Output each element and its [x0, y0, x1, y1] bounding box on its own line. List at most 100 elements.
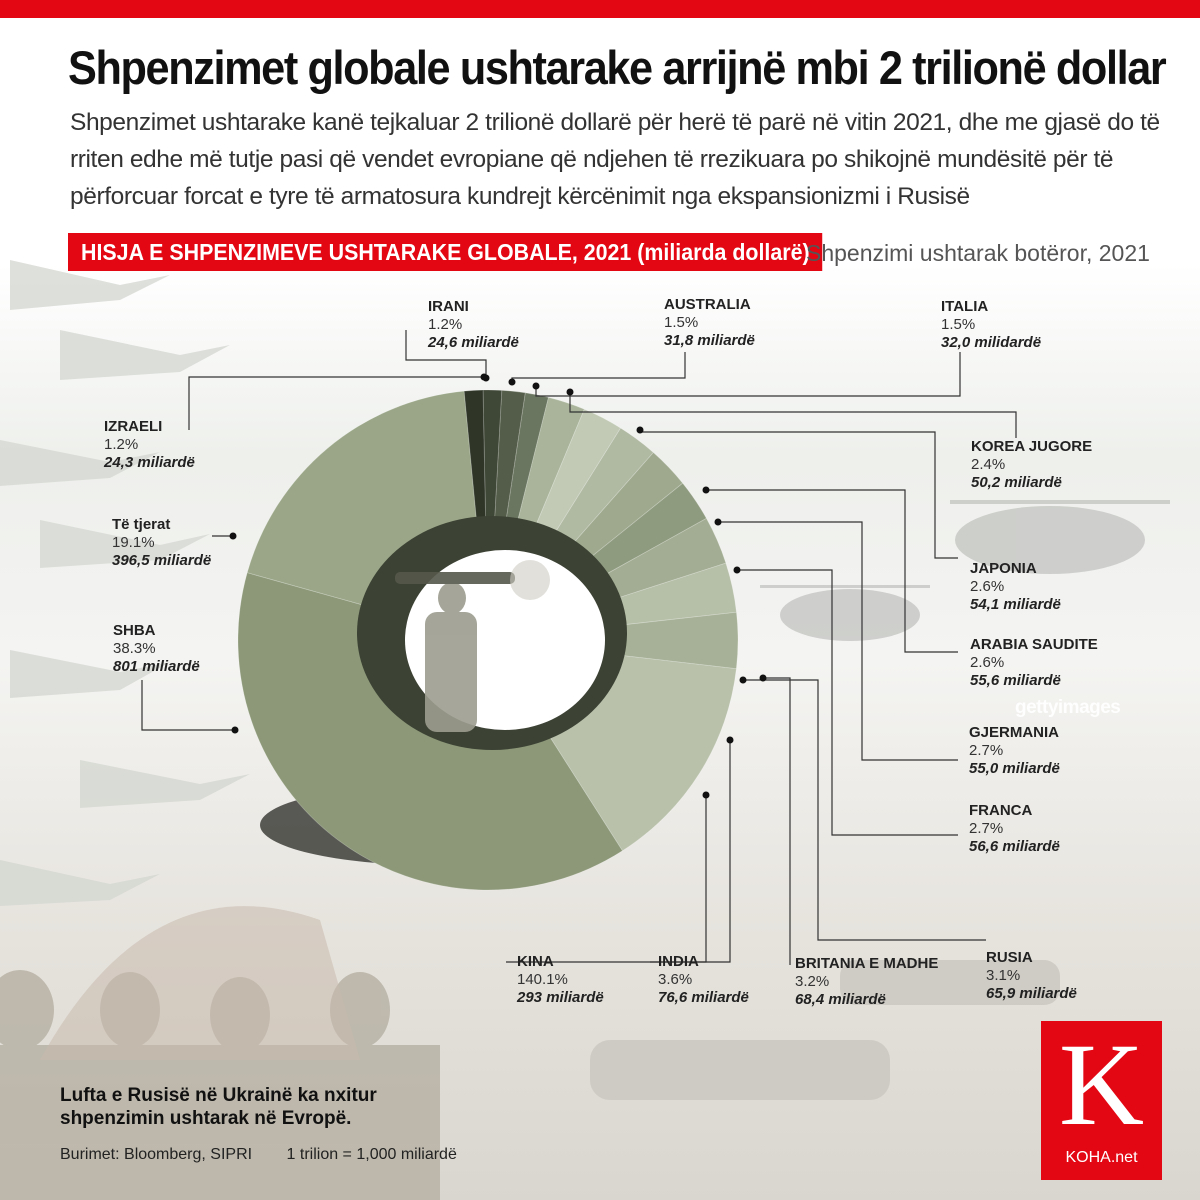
footer-note: Lufta e Rusisë në Ukrainë ka nxitur shpe… [60, 1084, 377, 1130]
slice-label-name: GJERMANIA [969, 724, 1060, 741]
slice-label-percent: 1.5% [664, 314, 699, 331]
leader-dot [733, 566, 741, 574]
slice-label-name: IRANI [428, 298, 469, 315]
leader-line [535, 352, 961, 397]
koha-logo[interactable]: K KOHA.net [1041, 1021, 1162, 1180]
slice-label-name: FRANCA [969, 802, 1033, 819]
slice-label-name: ITALIA [941, 298, 989, 315]
sources-text: Burimet: Bloomberg, SIPRI [60, 1146, 253, 1163]
unit-note-text: 1 trilion = 1,000 miliardë [286, 1146, 457, 1163]
slice-label-name: RUSIA [986, 949, 1033, 966]
leader-line [569, 392, 1017, 438]
slice-label-value: 396,5 miliardë [112, 552, 212, 569]
slice-label: GJERMANIA 2.7% 55,0 miliardë [969, 724, 1060, 778]
leader-dot [702, 791, 710, 799]
leader-line [405, 330, 487, 378]
slice-label: JAPONIA 2.6% 54,1 miliardë [970, 560, 1061, 614]
slice-label-value: 24,6 miliardë [428, 334, 519, 351]
slice-label-value: 24,3 miliardë [104, 454, 195, 471]
slice-label-percent: 3.6% [658, 971, 693, 988]
leader-dot [566, 388, 574, 396]
slice-label-percent: 140.1% [517, 971, 568, 988]
slice-label-name: KINA [517, 953, 554, 970]
slice-label-name: Të tjerat [112, 516, 171, 533]
slice-label: FRANCA 2.7% 56,6 miliardë [969, 802, 1060, 856]
slice-label: BRITANIA E MADHE 3.2% 68,4 miliardë [795, 955, 938, 1009]
slice-label-percent: 38.3% [113, 640, 156, 657]
leader-line [506, 795, 707, 963]
slice-label-percent: 1.2% [428, 316, 463, 333]
watermark-text: gettyimages [1015, 697, 1121, 718]
slice-label-value: 56,6 miliardë [969, 838, 1060, 855]
leader-dot [229, 532, 237, 540]
slice-label-name: IZRAELI [104, 418, 163, 435]
slice-label-name: INDIA [658, 953, 699, 970]
leader-dot [739, 676, 747, 684]
inner-ring [357, 516, 627, 750]
slice-label-percent: 2.6% [970, 654, 1005, 671]
slice-label-name: SHBA [113, 622, 156, 639]
chart-banner: HISJA E SHPENZIMEVE USHTARAKE GLOBALE, 2… [68, 233, 823, 271]
leader-line [763, 677, 791, 965]
slice-label-value: 31,8 miliardë [664, 332, 755, 349]
slice-label: INDIA 3.6% 76,6 miliardë [658, 953, 749, 1007]
leader-dot [532, 382, 540, 390]
leader-dot [508, 378, 516, 386]
leader-line [188, 376, 484, 430]
slice-label-value: 50,2 miliardë [971, 474, 1062, 491]
page-subtitle: Shpenzimet ushtarake kanë tejkaluar 2 tr… [70, 109, 1160, 210]
slice-label-value: 55,0 miliardë [969, 760, 1060, 777]
slice-label: SHBA 38.3% 801 miliardë [113, 622, 200, 676]
footer-sources: Burimet: Bloomberg, SIPRI 1 trilion = 1,… [60, 1146, 487, 1164]
leader-dot [636, 426, 644, 434]
slice-label: KINA 140.1% 293 miliardë [517, 953, 604, 1007]
logo-letter: K [1058, 1019, 1145, 1150]
slice-label-percent: 2.7% [969, 820, 1004, 837]
slice-label-name: JAPONIA [970, 560, 1037, 577]
slice-label-percent: 19.1% [112, 534, 155, 551]
slice-label-name: ARABIA SAUDITE [970, 636, 1098, 653]
slice-label-value: 55,6 miliardë [970, 672, 1061, 689]
slice-label-value: 68,4 miliardë [795, 991, 886, 1008]
leader-dot [714, 518, 722, 526]
slice-label: AUSTRALIA 1.5% 31,8 miliardë [664, 296, 755, 350]
slice-label: ARABIA SAUDITE 2.6% 55,6 miliardë [970, 636, 1098, 690]
page-title: Shpenzimet globale ushtarake arrijnë mbi… [68, 41, 1167, 94]
slice-label: Të tjerat 19.1% 396,5 miliardë [112, 516, 211, 570]
slice-label-value: 65,9 miliardë [986, 985, 1077, 1002]
slice-label: KOREA JUGORE 2.4% 50,2 miliardë [971, 438, 1092, 492]
footer-note-line: Lufta e Rusisë në Ukrainë ka nxitur [60, 1085, 377, 1106]
slice-label-percent: 1.5% [941, 316, 976, 333]
leader-line [141, 680, 235, 731]
slice-label-percent: 2.7% [969, 742, 1004, 759]
slice-label-name: KOREA JUGORE [971, 438, 1093, 455]
leader-line [511, 352, 686, 382]
leader-dot [480, 373, 488, 381]
slice-label-percent: 3.2% [795, 973, 830, 990]
leader-dot [231, 726, 239, 734]
leader-line [743, 679, 986, 941]
leader-line [718, 521, 958, 761]
slice-label-percent: 3.1% [986, 967, 1021, 984]
slice-label: ITALIA 1.5% 32,0 milidardë [941, 298, 1041, 352]
slice-label-value: 293 miliardë [517, 989, 604, 1006]
slice-label-percent: 2.6% [970, 578, 1005, 595]
top-red-bar [0, 0, 1200, 18]
slice-label-value: 801 miliardë [113, 658, 200, 675]
leader-dot [759, 674, 767, 682]
slice-label-percent: 2.4% [971, 456, 1006, 473]
slice-label-value: 32,0 milidardë [941, 334, 1042, 351]
footer-note-line: shpenzimin ushtarak në Evropë. [60, 1108, 352, 1129]
slice-label: IRANI 1.2% 24,6 miliardë [428, 298, 519, 352]
leader-line [706, 489, 958, 653]
slice-label-value: 54,1 miliardë [970, 596, 1061, 613]
logo-site-name: KOHA.net [1065, 1149, 1138, 1166]
slice-label-percent: 1.2% [104, 436, 139, 453]
slice-label: RUSIA 3.1% 65,9 miliardë [986, 949, 1077, 1003]
leader-dot [726, 736, 734, 744]
side-heading: Shpenzimi ushtarak botëror, 2021 [806, 240, 1150, 266]
slice-label-name: AUSTRALIA [664, 296, 751, 313]
soldier-with-launcher-icon [395, 560, 550, 732]
